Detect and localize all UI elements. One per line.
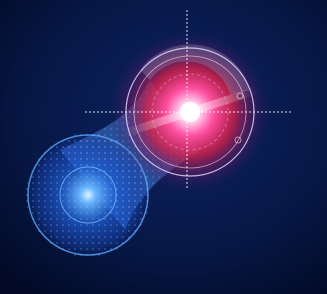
illustration	[0, 0, 327, 294]
flare-core	[180, 102, 200, 122]
